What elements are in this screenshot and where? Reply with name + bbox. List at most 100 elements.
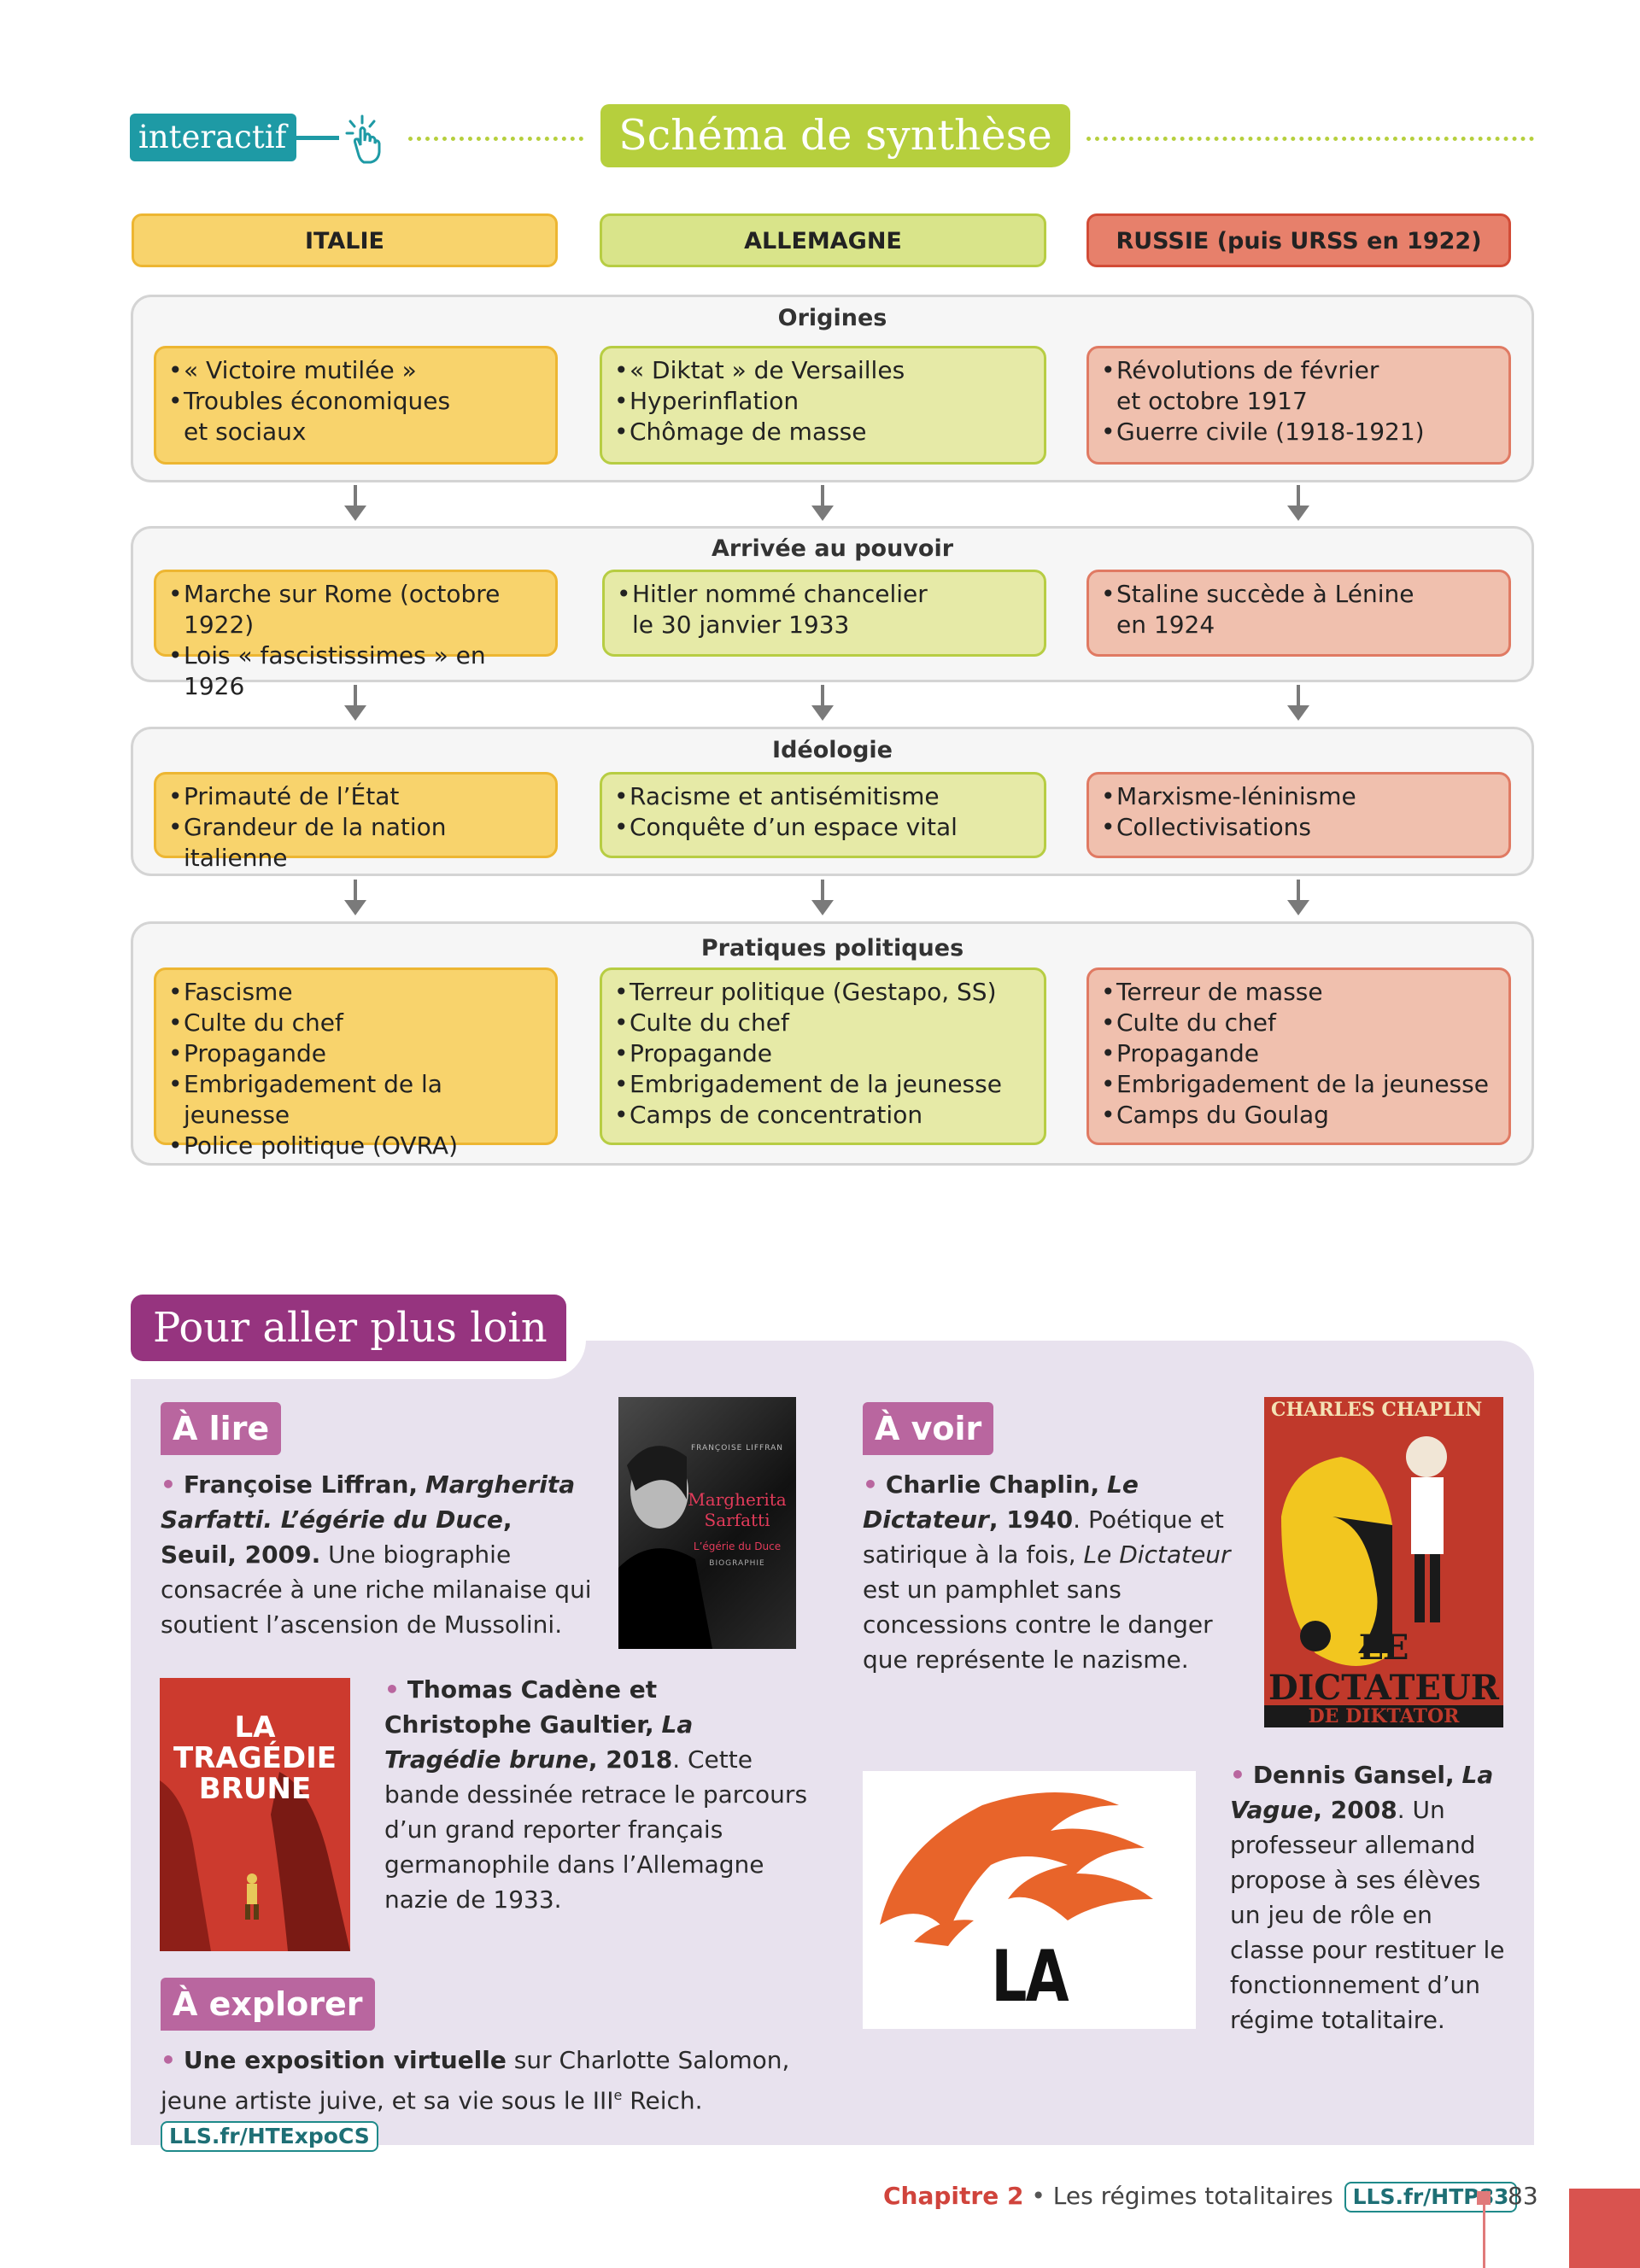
bullet-item: Embrigadement de la jeunesse [1101,1069,1496,1100]
book-cover-tragedie-brune: LA TRAGÉDIE BRUNE [160,1678,350,1951]
bullet-item: Grandeur de la nation italienne [168,812,543,874]
film-chaplin-desc-a: . Poétique et satirique à la fois, [863,1505,1224,1569]
film-chaplin-desc-title: Le Dictateur [1083,1540,1231,1569]
film-gansel-title: La Vague [1230,1761,1494,1824]
bullet-item: Troubles économiques et sociaux [168,386,543,447]
box-arrivee-italie: Marche sur Rome (octobre 1922)Lois « fas… [154,570,558,700]
footer-chapter: Chapitre 2 [883,2182,1024,2210]
film-gansel-description: . Un professeur allemand propose à ses é… [1230,1796,1505,2034]
cover-title: LA TRAGÉDIE BRUNE [173,1710,337,1806]
bullet-item: Révolutions de février et octobre 1917 [1101,355,1496,417]
arrow-down-icon [1287,685,1309,724]
box-pratiques-russie: Terreur de masseCulte du chefPropagandeE… [1086,967,1511,1145]
arrow-down-icon [344,485,366,524]
book-cadene-description: Cette bande dessinée retrace le parcours… [384,1745,808,1914]
bullet-item: Culte du chef [168,1008,543,1038]
bullet-item: Marche sur Rome (octobre 1922) [168,579,543,640]
bullet-item: Marxisme-léninisme [1101,781,1496,812]
bullet-item: Culte du chef [614,1008,1032,1038]
box-origines-italie: « Victoire mutilée »Troubles économiques… [154,346,558,465]
footer-chapter-line: Chapitre 2 • Les régimes totalitaires LL… [883,2177,1518,2215]
book-liffran-publisher: , Seuil, 2009. [161,1505,512,1569]
book-liffran-author: Françoise Liffran, [183,1470,419,1499]
footer-separator: • [1031,2182,1046,2210]
film-gansel-year: , 2008 [1313,1796,1397,1824]
panel-title-ideologie: Idéologie [772,737,893,763]
bullet-item: Collectivisations [1101,812,1496,843]
bullet-item: Embrigadement de la jeunesse [614,1069,1032,1100]
film-gansel-author: Dennis Gansel, [1252,1761,1455,1789]
wave-illustration [880,1792,1153,1946]
box-origines-russie: Révolutions de février et octobre 1917Gu… [1086,346,1511,465]
bullet-item: « Victoire mutilée » [168,355,543,386]
bullet-item: Terreur de masse [1101,977,1496,1008]
bullet-item: Racisme et antisémitisme [614,781,1032,812]
book-liffran-title: Margherita Sarfatti. L’égérie du Duce [161,1470,576,1534]
bullet-item: Staline succède à Lénine en 1924 [1101,579,1496,640]
interactif-connector [295,136,339,140]
panel-title-pratiques: Pratiques politiques [700,935,964,962]
bullet-item: Lois « fascistissimes » en 1926 [168,640,543,702]
corner-tab [1569,2189,1640,2268]
footer-link[interactable]: LLS.fr/HTP83 [1344,2182,1518,2212]
book-cadene: • Thomas Cadène et Christophe Gaultier, … [384,1675,808,1914]
bullet-item: Camps du Goulag [1101,1100,1496,1131]
footer-chapter-name: Les régimes totalitaires [1052,2182,1333,2210]
film-chaplin-title: Le Dictateur [863,1470,1139,1534]
book-cover-sarfatti: FRANÇOISE LIFFRAN Margherita Sarfatti L’… [618,1397,796,1649]
cover-title: Margherita Sarfatti [688,1489,787,1530]
bullet-item: Hitler nommé chancelier le 30 janvier 19… [617,579,1032,640]
decorative-dots-left [408,137,583,141]
section-badge-a-explorer: À explorer [161,1978,375,2031]
column-header-italie: ITALIE [132,213,558,267]
box-ideologie-italie: Primauté de l’ÉtatGrandeur de la nation … [154,772,558,872]
poster-illustration [1281,1436,1447,1666]
poster-title: LA VAGUE [927,1935,1134,2029]
column-header-russie: RUSSIE (puis URSS en 1922) [1086,213,1511,267]
poster-top-text: CHARLES CHAPLIN [1271,1399,1483,1421]
film-poster-la-vague: LA VAGUE [863,1771,1196,2029]
book-liffran: • Françoise Liffran, Margherita Sarfatti… [161,1470,592,1639]
box-ideologie-russie: Marxisme-léninismeCollectivisations [1086,772,1511,858]
footer-marker [1477,2191,1491,2205]
cover-subtitle: L’égérie du Duce [693,1540,782,1552]
cover-genre: BIOGRAPHIE [709,1559,765,1568]
film-chaplin: • Charlie Chaplin, Le Dictateur, 1940. P… [863,1470,1231,1674]
bullet-item: « Diktat » de Versailles [614,355,1032,386]
bullet-item: Culte du chef [1101,1008,1496,1038]
exposition-label: Une exposition virtuelle [183,2046,507,2074]
box-pratiques-allemagne: Terreur politique (Gestapo, SS)Culte du … [600,967,1046,1145]
box-origines-allemagne: « Diktat » de VersaillesHyperinflationCh… [600,346,1046,465]
arrow-down-icon [344,880,366,919]
bullet-item: Police politique (OVRA) [168,1131,543,1161]
portrait-illustration [618,1446,712,1649]
bullet-item: Primauté de l’État [168,781,543,812]
bullet-item: Propagande [614,1038,1032,1069]
box-pratiques-italie: FascismeCulte du chefPropagandeEmbrigade… [154,967,558,1161]
poster-title: LE DICTATEUR [1268,1628,1500,1708]
page-number: 83 [1508,2182,1538,2210]
film-chaplin-author: Charlie Chaplin, [885,1470,1100,1499]
bullet-item: Hyperinflation [614,386,1032,417]
arrow-down-icon [811,485,834,524]
exposition-sup: e [613,2087,623,2103]
film-chaplin-year: , 1940 [988,1505,1074,1534]
column-header-allemagne: ALLEMAGNE [600,213,1046,267]
pointer-hand-icon[interactable] [342,113,391,166]
link-expo[interactable]: LLS.fr/HTExpoCS [161,2121,378,2153]
film-gansel: • Dennis Gansel, La Vague, 2008. Un prof… [1230,1761,1505,2034]
box-arrivee-russie: Staline succède à Lénine en 1924 [1086,570,1511,657]
arrow-down-icon [344,685,366,724]
silhouette-illustration [160,1772,350,1951]
exposition-text: sur Charlotte Salomon, jeune artiste jui… [161,2046,790,2115]
bullet-item: Guerre civile (1918-1921) [1101,417,1496,447]
page-title: Schéma de synthèse [600,104,1070,167]
book-cadene-title: La Tragédie brune [384,1710,694,1774]
interactif-badge[interactable]: interactif [130,114,296,161]
footer-rule [1483,2205,1485,2268]
film-chaplin-desc-b: est un pamphlet sans concessions contre … [863,1575,1213,1674]
bullet-item: Camps de concentration [614,1100,1032,1131]
decorative-dots-right [1086,137,1534,141]
film-poster-dictateur: CHARLES CHAPLIN LE DICTATEUR DE DIKTATOR [1264,1397,1503,1727]
arrow-down-icon [811,685,834,724]
